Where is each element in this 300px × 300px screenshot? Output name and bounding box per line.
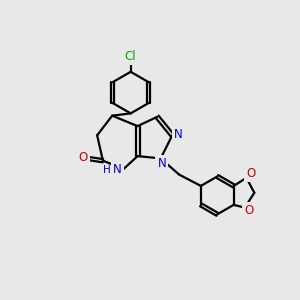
Text: N: N [113, 164, 122, 176]
Text: N: N [158, 157, 166, 170]
Text: O: O [246, 167, 255, 180]
Text: O: O [78, 152, 88, 164]
Text: H: H [103, 165, 111, 175]
Text: O: O [244, 204, 254, 217]
Text: N: N [174, 128, 183, 141]
Text: Cl: Cl [125, 50, 136, 63]
